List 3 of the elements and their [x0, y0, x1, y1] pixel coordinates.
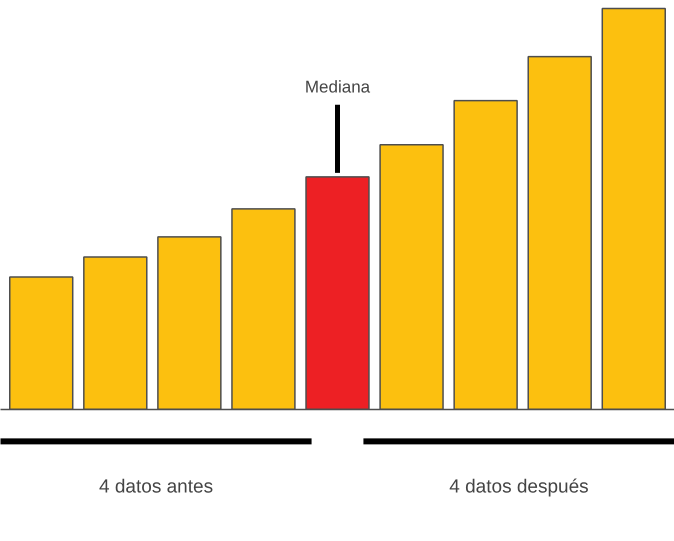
text: 4 datos después [449, 476, 589, 498]
annotation: Mediana [304, 78, 371, 97]
text: 4 datos antes [98, 476, 214, 498]
